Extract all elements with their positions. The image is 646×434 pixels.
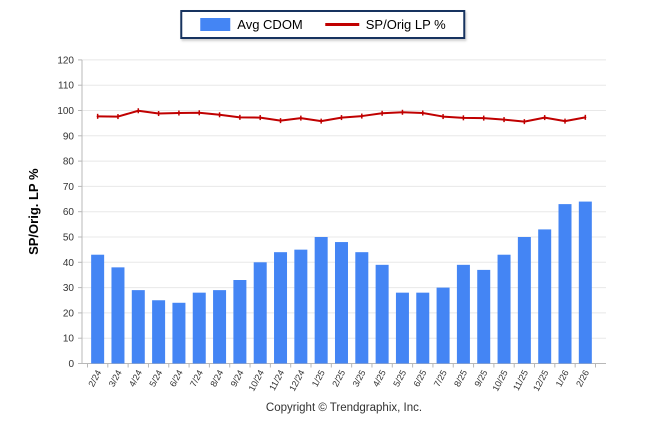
x-tick-label-2/25: 2/25 bbox=[330, 368, 347, 388]
bar-1/26 bbox=[558, 204, 572, 364]
y-tick-label-10: 10 bbox=[63, 334, 75, 345]
x-tick-label-7/24: 7/24 bbox=[188, 368, 205, 388]
legend-label-avg-cdom: Avg CDOM bbox=[237, 17, 303, 32]
x-tick-label-3/25: 3/25 bbox=[351, 368, 368, 388]
bar-10/24 bbox=[253, 262, 267, 364]
y-tick-label-110: 110 bbox=[58, 81, 74, 92]
x-tick-label-11/24: 11/24 bbox=[267, 368, 286, 392]
y-tick-label-30: 30 bbox=[63, 283, 75, 294]
bar-9/24 bbox=[233, 280, 247, 364]
x-tick-label-6/24: 6/24 bbox=[168, 368, 185, 388]
y-tick-label-50: 50 bbox=[63, 233, 75, 244]
bar-3/25 bbox=[355, 252, 369, 364]
bar-12/24 bbox=[294, 249, 308, 364]
bar-5/25 bbox=[395, 292, 409, 364]
x-tick-label-2/26: 2/26 bbox=[574, 368, 591, 388]
bar-6/24 bbox=[172, 302, 186, 364]
x-tick-label-12/25: 12/25 bbox=[531, 368, 550, 393]
x-tick-label-8/24: 8/24 bbox=[208, 368, 225, 388]
bar-8/24 bbox=[213, 290, 227, 364]
y-tick-label-80: 80 bbox=[63, 157, 75, 168]
y-tick-label-60: 60 bbox=[63, 207, 75, 218]
line-swatch-icon bbox=[324, 23, 359, 26]
x-tick-label-5/24: 5/24 bbox=[147, 368, 164, 388]
x-tick-label-9/25: 9/25 bbox=[472, 368, 489, 388]
bar-10/25 bbox=[497, 254, 511, 364]
bar-2/24 bbox=[91, 254, 105, 364]
y-axis-title: SP/Orig. LP % bbox=[26, 168, 41, 255]
y-tick-label-70: 70 bbox=[63, 182, 75, 193]
x-tick-label-4/24: 4/24 bbox=[127, 368, 144, 388]
x-tick-label-5/25: 5/25 bbox=[391, 368, 408, 388]
x-tick-label-11/25: 11/25 bbox=[511, 368, 530, 392]
bar-8/25 bbox=[456, 264, 470, 364]
legend-label-sp-orig-lp: SP/Orig LP % bbox=[365, 17, 446, 32]
bar-11/24 bbox=[274, 252, 288, 364]
x-tick-label-10/24: 10/24 bbox=[247, 368, 266, 393]
legend-item-sp-orig-lp: SP/Orig LP % bbox=[324, 17, 446, 32]
bar-12/25 bbox=[538, 229, 552, 364]
bar-2/25 bbox=[334, 242, 348, 364]
bar-4/25 bbox=[375, 264, 389, 364]
bar-2/26 bbox=[578, 201, 592, 364]
bar-7/25 bbox=[436, 287, 450, 364]
x-tick-label-4/25: 4/25 bbox=[371, 368, 388, 388]
bar-7/24 bbox=[192, 292, 206, 364]
x-tick-label-8/25: 8/25 bbox=[452, 368, 469, 388]
bar-9/25 bbox=[477, 269, 491, 364]
x-tick-label-12/24: 12/24 bbox=[287, 368, 306, 393]
x-tick-label-1/25: 1/25 bbox=[310, 368, 327, 388]
bar-4/24 bbox=[131, 290, 145, 364]
legend-item-avg-cdom: Avg CDOM bbox=[200, 17, 303, 32]
chart-legend: Avg CDOM SP/Orig LP % bbox=[180, 10, 466, 39]
bar-11/25 bbox=[517, 237, 531, 364]
x-tick-label-7/25: 7/25 bbox=[432, 368, 449, 388]
x-tick-label-6/25: 6/25 bbox=[411, 368, 428, 388]
bar-swatch-icon bbox=[200, 18, 231, 31]
x-tick-label-10/25: 10/25 bbox=[490, 368, 509, 393]
bar-1/25 bbox=[314, 237, 328, 364]
x-tick-label-2/24: 2/24 bbox=[86, 368, 103, 388]
y-tick-label-40: 40 bbox=[63, 258, 75, 269]
y-tick-label-90: 90 bbox=[63, 131, 75, 142]
x-tick-label-3/24: 3/24 bbox=[107, 368, 124, 388]
bar-6/25 bbox=[416, 292, 430, 364]
y-tick-label-0: 0 bbox=[68, 359, 74, 370]
bar-3/24 bbox=[111, 267, 125, 364]
y-tick-label-20: 20 bbox=[63, 308, 75, 319]
x-tick-label-9/24: 9/24 bbox=[229, 368, 246, 388]
y-tick-label-120: 120 bbox=[57, 55, 74, 66]
y-tick-label-100: 100 bbox=[57, 106, 74, 117]
x-tick-label-1/26: 1/26 bbox=[554, 368, 571, 388]
copyright-text: Copyright © Trendgraphix, Inc. bbox=[265, 402, 423, 414]
bar-5/24 bbox=[152, 300, 166, 364]
